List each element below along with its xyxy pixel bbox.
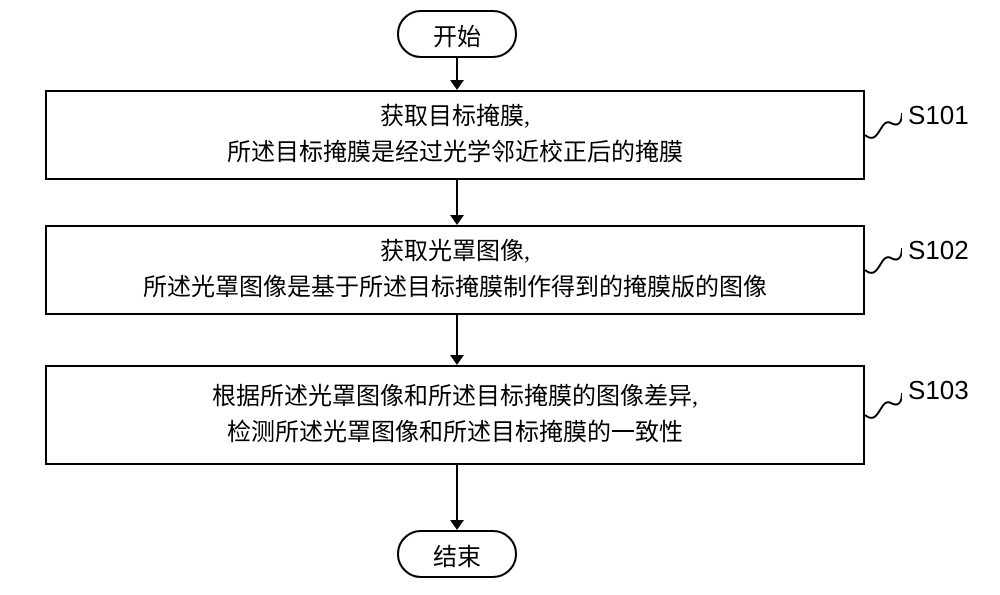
step-label-s102: S102 <box>908 235 969 266</box>
arrow-line <box>456 465 458 520</box>
terminator-start: 开始 <box>397 10 517 58</box>
step-label-s103: S103 <box>908 375 969 406</box>
process-step-s102: 获取光罩图像, 所述光罩图像是基于所述目标掩膜制作得到的掩膜版的图像 <box>45 225 865 315</box>
process-step-line1: 获取光罩图像, <box>380 234 530 270</box>
process-step-s103: 根据所述光罩图像和所述目标掩膜的图像差异, 检测所述光罩图像和所述目标掩膜的一致… <box>45 365 865 465</box>
process-step-line2: 检测所述光罩图像和所述目标掩膜的一致性 <box>227 415 683 451</box>
arrow-line <box>456 315 458 355</box>
terminator-end-text: 结束 <box>433 537 481 572</box>
arrow-head-icon <box>450 80 464 90</box>
terminator-start-text: 开始 <box>433 17 481 52</box>
process-step-line1: 根据所述光罩图像和所述目标掩膜的图像差异, <box>212 379 698 415</box>
squiggle-connector-icon <box>865 390 902 440</box>
process-step-s101: 获取目标掩膜, 所述目标掩膜是经过光学邻近校正后的掩膜 <box>45 90 865 180</box>
squiggle-connector-icon <box>865 245 902 295</box>
arrow-head-icon <box>450 355 464 365</box>
arrow-head-icon <box>450 520 464 530</box>
terminator-end: 结束 <box>397 530 517 578</box>
process-step-line2: 所述光罩图像是基于所述目标掩膜制作得到的掩膜版的图像 <box>143 270 767 306</box>
process-step-line2: 所述目标掩膜是经过光学邻近校正后的掩膜 <box>227 135 683 171</box>
process-step-line1: 获取目标掩膜, <box>380 99 530 135</box>
flowchart-canvas: 开始 获取目标掩膜, 所述目标掩膜是经过光学邻近校正后的掩膜 S101 获取光罩… <box>0 0 1000 595</box>
arrow-line <box>456 58 458 80</box>
step-label-s101: S101 <box>908 100 969 131</box>
arrow-head-icon <box>450 215 464 225</box>
arrow-line <box>456 180 458 215</box>
squiggle-connector-icon <box>865 110 902 160</box>
